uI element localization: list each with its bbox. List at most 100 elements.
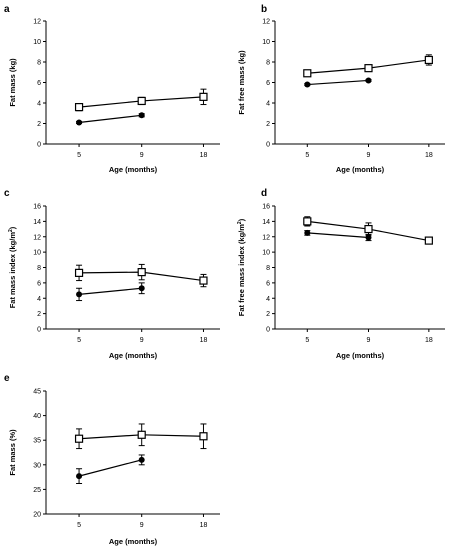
y-tick-label: 6 — [37, 80, 41, 87]
y-tick-label: 12 — [262, 234, 270, 241]
x-tick-label: 18 — [200, 522, 208, 529]
panel-letter: c — [4, 188, 10, 199]
y-tick-label: 14 — [33, 219, 41, 226]
panel-e: e 20 25 30 35 40 45 5 9 18 Age (months) Fat mass (%… — [4, 373, 220, 546]
x-tick-label: 5 — [77, 337, 81, 344]
y-tick-label: 12 — [262, 19, 270, 26]
data-point-open-square — [424, 55, 433, 65]
series-open-square — [74, 88, 208, 112]
data-point-open-square — [137, 96, 146, 106]
y-tick-label: 2 — [266, 311, 270, 318]
y-tick-label: 16 — [33, 204, 41, 211]
y-axis-title-main: Fat free mass index (kg/m — [237, 224, 246, 316]
data-point-open-square — [74, 268, 84, 277]
data-point-filled-circle — [138, 285, 145, 292]
y-tick-label: 6 — [37, 280, 41, 287]
y-tick-label: 45 — [33, 389, 41, 396]
y-axis-title: Fat mass (kg) — [8, 58, 17, 107]
x-axis-title: Age (months) — [336, 351, 385, 360]
y-axis-title-superscript: 2 — [8, 229, 14, 232]
x-tick-label: 9 — [140, 337, 144, 344]
x-tick-label: 5 — [77, 152, 81, 159]
y-axis-title-end: ) — [237, 218, 246, 221]
x-tick-label: 18 — [425, 152, 433, 159]
y-tick-label: 0 — [266, 327, 270, 334]
series-line — [307, 232, 369, 239]
series-filled-circle — [76, 282, 145, 302]
series-open-square — [303, 54, 433, 78]
y-axis-title-superscript: 2 — [237, 221, 243, 224]
y-tick-label: 40 — [33, 413, 41, 420]
data-point-open-square — [303, 69, 312, 78]
data-point-filled-circle — [76, 473, 83, 480]
panel-d: d 0 2 4 6 8 10 12 14 16 5 9 18 Age (months) Fat free m… — [237, 188, 445, 360]
y-axis-title: Fat free mass index (kg/m2) — [237, 218, 246, 316]
data-point-open-square — [199, 92, 208, 101]
series-line — [307, 79, 369, 86]
data-point-filled-circle — [138, 112, 145, 119]
data-point-open-square — [199, 432, 208, 441]
data-point-filled-circle — [138, 456, 145, 463]
x-tick-label: 18 — [200, 152, 208, 159]
y-tick-label: 8 — [37, 60, 41, 67]
x-tick-label: 9 — [140, 522, 144, 529]
x-axis-title: Age (months) — [109, 165, 158, 174]
series-filled-circle — [304, 229, 372, 242]
y-tick-label: 0 — [266, 142, 270, 149]
series-open-square — [303, 216, 433, 245]
panel-letter: b — [261, 4, 267, 15]
y-tick-label: 10 — [33, 250, 41, 257]
y-tick-label: 12 — [33, 234, 41, 241]
data-point-open-square — [364, 224, 373, 234]
y-axis-title-end: ) — [8, 226, 17, 229]
y-tick-label: 2 — [266, 121, 270, 128]
y-tick-label: 8 — [266, 265, 270, 272]
y-tick-label: 4 — [266, 296, 270, 303]
series-line — [78, 459, 142, 477]
x-tick-label: 18 — [200, 337, 208, 344]
data-point-filled-circle — [76, 119, 83, 126]
y-tick-label: 6 — [266, 80, 270, 87]
y-tick-label: 2 — [37, 311, 41, 318]
data-point-open-square — [199, 276, 208, 285]
y-tick-label: 8 — [266, 60, 270, 67]
y-tick-label: 4 — [37, 101, 41, 108]
data-point-filled-circle — [304, 81, 311, 88]
y-tick-label: 25 — [33, 487, 41, 494]
series-line — [79, 287, 142, 296]
y-tick-label: 30 — [33, 462, 41, 469]
y-axis-title: Fat mass index (kg/m2) — [8, 226, 17, 308]
y-tick-label: 10 — [33, 39, 41, 46]
series-filled-circle — [76, 454, 145, 484]
x-tick-label: 9 — [367, 337, 371, 344]
series-open-square — [74, 423, 208, 450]
x-tick-label: 5 — [77, 522, 81, 529]
y-tick-label: 2 — [37, 121, 41, 128]
x-tick-label: 9 — [367, 152, 371, 159]
x-tick-label: 18 — [425, 337, 433, 344]
y-tick-label: 16 — [262, 204, 270, 211]
y-axis-title: Fat free mass (kg) — [237, 50, 246, 115]
data-point-open-square — [364, 64, 373, 73]
y-tick-label: 10 — [262, 250, 270, 257]
x-tick-label: 5 — [305, 337, 309, 344]
y-tick-label: 35 — [33, 438, 41, 445]
x-axis-title: Age (months) — [109, 537, 158, 546]
x-axis-title: Age (months) — [336, 165, 385, 174]
data-point-open-square — [137, 268, 146, 277]
data-point-open-square — [303, 217, 312, 226]
y-axis-title-main: Fat mass (kg) — [8, 58, 17, 107]
y-tick-label: 8 — [37, 265, 41, 272]
y-axis-title-main: Fat free mass (kg) — [237, 50, 246, 115]
data-point-filled-circle — [76, 291, 83, 298]
data-point-filled-circle — [365, 234, 372, 241]
y-tick-label: 10 — [262, 39, 270, 46]
y-tick-label: 4 — [37, 296, 41, 303]
y-tick-label: 4 — [266, 101, 270, 108]
series-open-square — [74, 263, 208, 288]
x-axis-title: Age (months) — [109, 351, 158, 360]
series-filled-circle — [76, 112, 145, 126]
data-point-open-square — [137, 430, 146, 439]
data-point-filled-circle — [304, 229, 311, 236]
